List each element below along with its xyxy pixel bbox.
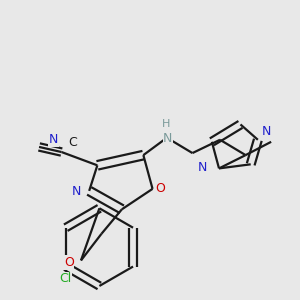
Text: N: N [261, 125, 271, 138]
Text: H: H [162, 119, 170, 129]
Text: O: O [64, 256, 74, 269]
Text: N: N [163, 132, 172, 145]
Text: Cl: Cl [60, 272, 72, 285]
Text: N: N [72, 185, 82, 198]
Text: N: N [49, 133, 58, 146]
Text: C: C [68, 136, 77, 149]
Text: N: N [198, 161, 207, 174]
Text: O: O [155, 182, 165, 195]
